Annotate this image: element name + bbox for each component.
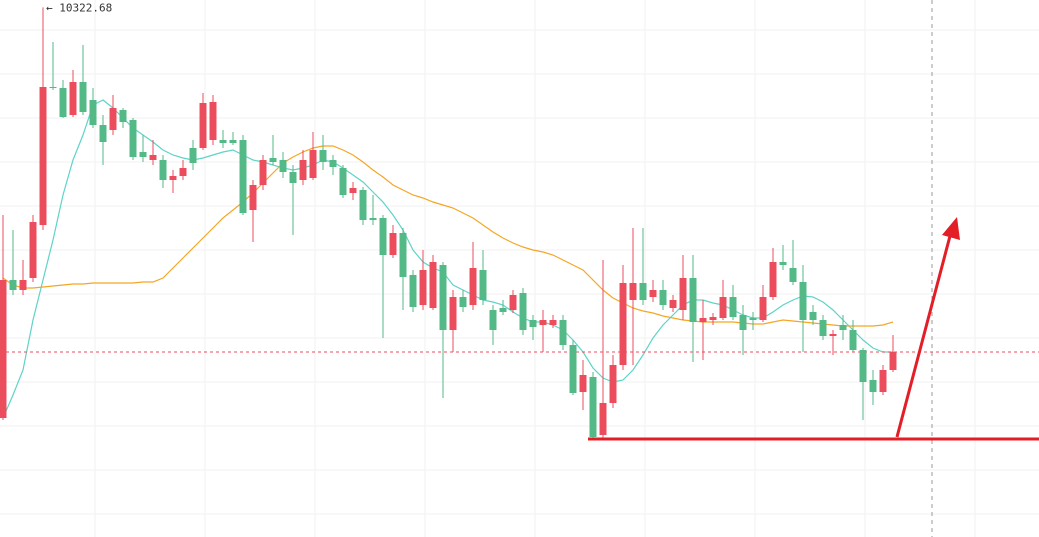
- candle-body: [829, 334, 837, 336]
- candle-body: [549, 320, 557, 325]
- candle-body: [529, 320, 537, 327]
- candle-body: [819, 320, 827, 336]
- max-price-label: ← 10322.68: [46, 1, 112, 14]
- candle-body: [579, 375, 587, 392]
- candle-body: [379, 218, 387, 255]
- candle-body: [339, 168, 347, 195]
- candle-body: [89, 100, 97, 125]
- candle-body: [419, 270, 427, 305]
- candle-body: [849, 330, 857, 350]
- candle-body: [729, 297, 737, 317]
- candle-body: [499, 308, 507, 312]
- candle-body: [0, 280, 7, 418]
- candle-body: [469, 268, 477, 305]
- candle-body: [699, 318, 707, 322]
- candle-body: [289, 172, 297, 183]
- candle-body: [889, 352, 897, 370]
- candle-body: [719, 297, 727, 318]
- candle-body: [79, 82, 87, 112]
- candle-body: [479, 270, 487, 300]
- candle-body: [359, 190, 367, 220]
- candle-body: [369, 218, 377, 220]
- candle-body: [59, 88, 67, 117]
- candle-body: [709, 317, 717, 320]
- candle-body: [649, 290, 657, 297]
- candle-body: [219, 140, 227, 143]
- candle-body: [559, 320, 567, 345]
- candle-body: [639, 283, 647, 300]
- candle-body: [759, 297, 767, 320]
- candle-body: [769, 262, 777, 297]
- candle-body: [279, 160, 287, 172]
- candle-body: [29, 222, 37, 278]
- candle-body: [429, 262, 437, 308]
- candle-body: [99, 125, 107, 142]
- candle-body: [269, 158, 277, 162]
- candle-body: [449, 297, 457, 330]
- candle-body: [9, 280, 17, 290]
- candle-body: [779, 262, 787, 265]
- candle-body: [599, 403, 607, 435]
- candle-body: [659, 290, 667, 305]
- candle-body: [69, 82, 77, 115]
- candle-body: [879, 370, 887, 392]
- candle-body: [859, 350, 867, 382]
- candle-body: [299, 160, 307, 180]
- candle-body: [869, 380, 877, 392]
- candle-body: [249, 185, 257, 210]
- candle-body: [509, 295, 517, 310]
- candle-body: [119, 110, 127, 122]
- candle-body: [789, 268, 797, 282]
- candle-body: [169, 176, 177, 180]
- candle-body: [519, 293, 527, 330]
- candle-body: [129, 120, 137, 157]
- candle-body: [199, 103, 207, 148]
- candle-body: [109, 108, 117, 130]
- candle-body: [839, 325, 847, 330]
- candle-body: [589, 377, 597, 437]
- candle-body: [809, 312, 817, 320]
- candle-body: [679, 278, 687, 310]
- candle-body: [189, 148, 197, 163]
- candle-body: [349, 188, 357, 193]
- candle-body: [209, 102, 217, 140]
- candle-body: [39, 87, 47, 225]
- candle-body: [179, 168, 187, 176]
- candle-body: [799, 282, 807, 320]
- candle-body: [229, 140, 237, 143]
- candle-body: [539, 320, 547, 325]
- candle-body: [409, 275, 417, 307]
- candle-body: [329, 160, 337, 167]
- candle-body: [239, 140, 247, 213]
- candle-body: [259, 160, 267, 185]
- candle-body: [149, 155, 157, 160]
- candle-body: [739, 315, 747, 330]
- candle-body: [489, 310, 497, 330]
- candle-body: [159, 160, 167, 180]
- candle-body: [619, 283, 627, 365]
- candle-body: [399, 233, 407, 277]
- candle-body: [669, 300, 677, 308]
- candle-body: [319, 150, 327, 162]
- candle-body: [629, 283, 637, 300]
- candle-body: [389, 233, 397, 255]
- candle-body: [309, 150, 317, 178]
- candle-body: [609, 365, 617, 403]
- candle-body: [49, 87, 57, 88]
- candle-body: [749, 318, 757, 320]
- candle-body: [689, 278, 697, 322]
- candle-body: [439, 265, 447, 330]
- annotation: [588, 217, 1039, 441]
- candle-body: [139, 152, 147, 157]
- candle-body: [459, 297, 467, 307]
- candle-body: [19, 280, 27, 290]
- candle-body: [569, 345, 577, 393]
- plot-area: ← 10322.68: [0, 1, 1039, 440]
